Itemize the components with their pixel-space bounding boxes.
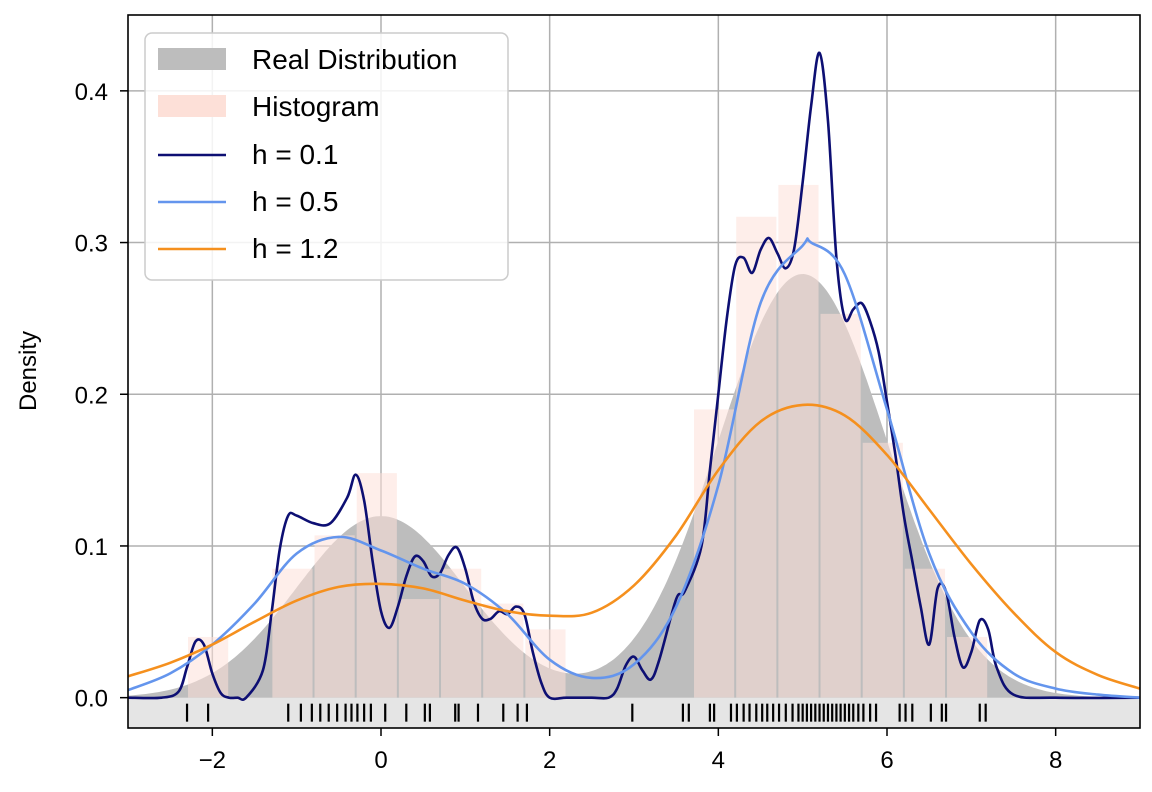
histogram-bar <box>398 599 440 698</box>
legend-swatch-histogram <box>158 95 226 117</box>
legend-label-histogram: Histogram <box>252 91 380 122</box>
rug-background <box>128 697 1140 728</box>
y-tick-label: 0.4 <box>75 79 108 106</box>
legend-label-h-0-5: h = 0.5 <box>252 186 338 217</box>
gridlines <box>128 15 1140 728</box>
legend-label-h-1-2: h = 1.2 <box>252 233 338 264</box>
series-line-h-0-5 <box>128 237 1140 699</box>
legend-label-h-0-1: h = 0.1 <box>252 139 338 170</box>
histogram-bar <box>314 535 355 698</box>
histogram-bar <box>778 184 819 698</box>
kde-lines <box>128 51 1140 701</box>
x-tick-label: 0 <box>374 747 387 774</box>
histogram-bar <box>862 442 903 698</box>
series-line-h-0-1 <box>128 51 1140 701</box>
rug-marks <box>185 703 987 722</box>
x-tick-label: 2 <box>543 747 556 774</box>
histogram-bar <box>272 568 313 698</box>
legend-label-real-distribution: Real Distribution <box>252 44 457 75</box>
histogram-bar <box>947 636 988 698</box>
y-tick-label: 0.1 <box>75 534 108 561</box>
histogram-bar <box>483 603 524 698</box>
legend: Real Distribution Histogram h = 0.1 h = … <box>144 32 509 281</box>
y-axis-label: Density <box>15 331 42 411</box>
y-tick-label: 0.3 <box>75 231 108 258</box>
x-tick-label: 4 <box>712 747 725 774</box>
x-tick-label: −2 <box>199 747 226 774</box>
y-tick-label: 0.2 <box>75 382 108 409</box>
histogram-bar <box>820 313 861 698</box>
plot-frame <box>127 14 1141 729</box>
y-tick-label: 0.0 <box>75 686 108 713</box>
x-tick-label: 8 <box>1049 747 1062 774</box>
legend-swatch-real-distribution <box>158 48 226 70</box>
series-line-h-1-2 <box>128 403 1140 690</box>
x-tick-label: 6 <box>880 747 893 774</box>
axis-ticks: −2 0 2 4 6 8 0.0 0.1 0.2 0.3 0.4 <box>75 79 1063 774</box>
plot-area <box>128 51 1140 728</box>
histogram-bar <box>736 216 777 698</box>
legend-frame <box>144 32 509 281</box>
histogram-bar <box>441 568 482 698</box>
